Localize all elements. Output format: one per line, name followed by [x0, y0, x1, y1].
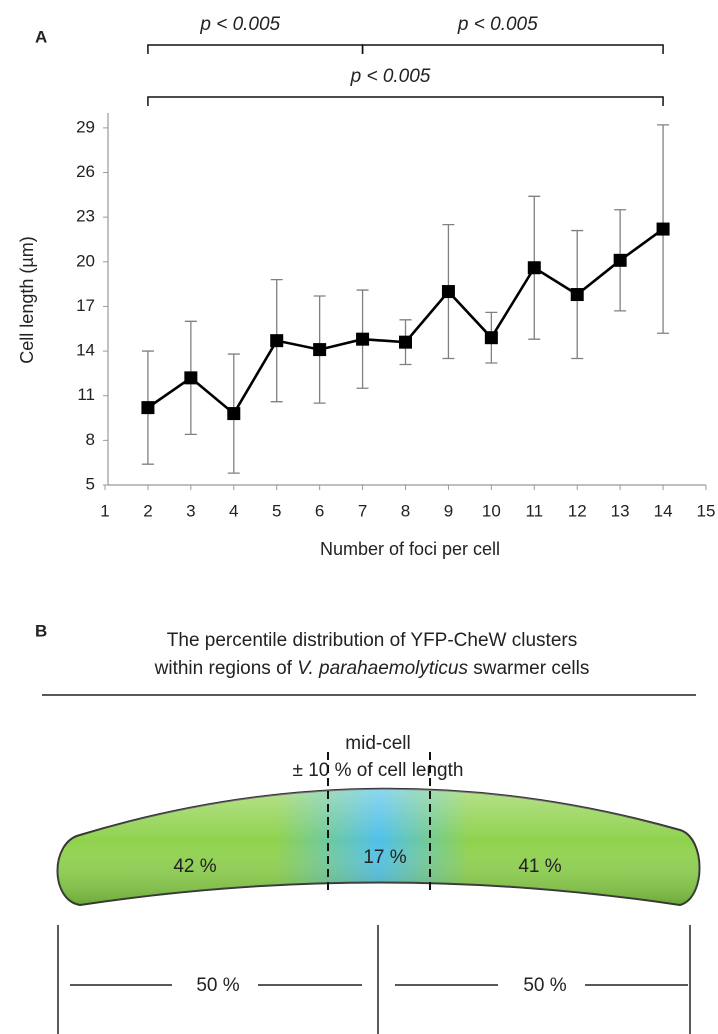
x-axis-label: Number of foci per cell	[320, 539, 500, 559]
x-tick-label: 9	[444, 501, 453, 520]
data-point	[484, 331, 498, 345]
x-tick-label: 12	[568, 501, 587, 520]
half-label: 50 %	[523, 975, 566, 996]
y-tick-label: 26	[76, 162, 95, 181]
diagram-title: The percentile distribution of YFP-CheW …	[167, 630, 577, 651]
mid-cell-label: ± 10 % of cell length	[293, 760, 464, 781]
x-tick-label: 7	[358, 501, 367, 520]
x-tick-label: 2	[143, 501, 152, 520]
data-point	[356, 332, 370, 346]
y-tick-label: 29	[76, 117, 95, 136]
data-point	[227, 407, 241, 421]
y-axis-label: Cell length (µm)	[17, 236, 37, 363]
p-value: p < 0.005	[350, 66, 431, 87]
significance-bracket	[361, 44, 664, 54]
data-point	[313, 343, 327, 357]
y-tick-label: 11	[77, 385, 95, 404]
panel-label: B	[35, 621, 47, 640]
half-label: 50 %	[196, 975, 239, 996]
x-tick-label: 10	[482, 501, 501, 520]
diagram-title: within regions of V. parahaemolyticus sw…	[154, 658, 590, 679]
data-point	[527, 261, 541, 275]
region-percent: 17 %	[363, 847, 406, 868]
x-tick-label: 8	[401, 501, 410, 520]
y-tick-label: 8	[86, 430, 95, 449]
x-tick-label: 14	[654, 501, 673, 520]
x-tick-label: 15	[697, 501, 716, 520]
y-tick-label: 20	[76, 251, 95, 270]
data-point	[656, 222, 670, 236]
data-point	[184, 371, 198, 385]
data-point	[270, 334, 284, 348]
y-tick-label: 23	[76, 207, 95, 226]
x-tick-label: 11	[525, 501, 543, 520]
y-tick-label: 14	[76, 341, 95, 360]
data-point	[613, 253, 627, 267]
significance-bracket	[147, 44, 364, 54]
panel-label: A	[35, 27, 47, 46]
title-part: V. parahaemolyticus	[297, 658, 468, 679]
x-tick-label: 3	[186, 501, 195, 520]
region-percent: 42 %	[173, 856, 216, 877]
p-value: p < 0.005	[199, 14, 280, 35]
y-tick-label: 5	[86, 474, 95, 493]
y-tick-label: 17	[76, 296, 95, 315]
data-point	[141, 401, 155, 415]
x-tick-label: 4	[229, 501, 238, 520]
cell-shading	[57, 788, 700, 905]
x-tick-label: 1	[100, 501, 109, 520]
mid-cell-label: mid-cell	[345, 733, 410, 754]
data-point	[441, 285, 455, 299]
p-value: p < 0.005	[457, 14, 538, 35]
title-part: within regions of	[154, 658, 298, 679]
x-tick-label: 5	[272, 501, 281, 520]
significance-bracket	[147, 96, 664, 106]
data-point	[570, 288, 584, 302]
x-tick-label: 13	[611, 501, 630, 520]
x-tick-label: 6	[315, 501, 324, 520]
title-part: swarmer cells	[468, 658, 589, 679]
region-percent: 41 %	[518, 856, 561, 877]
data-point	[399, 335, 412, 349]
